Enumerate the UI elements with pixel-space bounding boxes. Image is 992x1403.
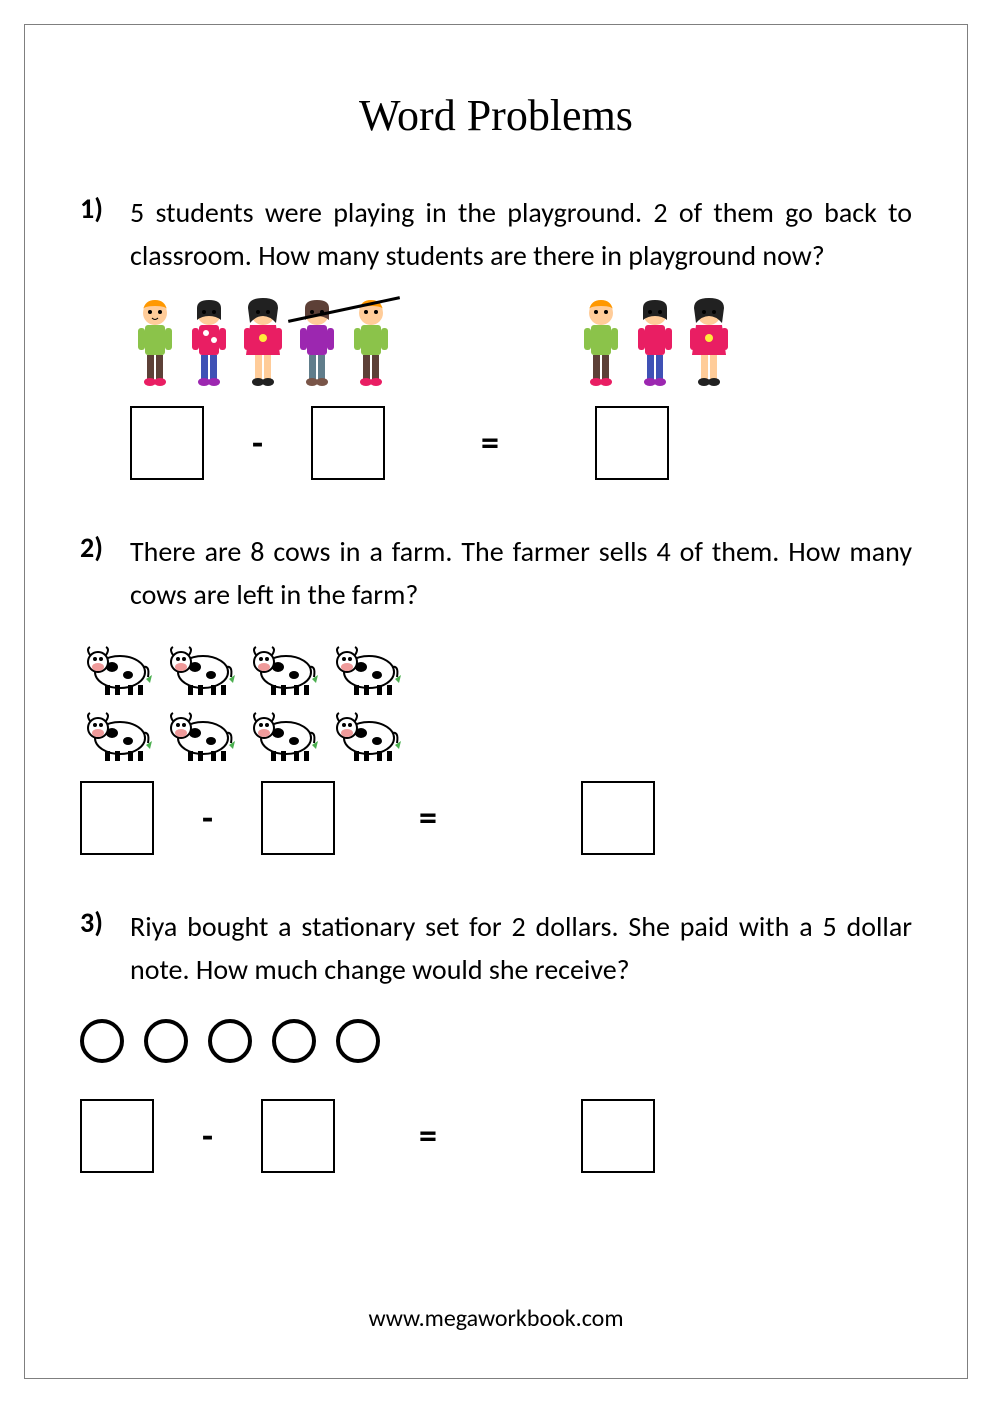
footer-url: www.megaworkbook.com	[0, 1304, 992, 1333]
student-icon	[184, 298, 234, 388]
student-icon	[346, 298, 396, 388]
student-icon	[238, 298, 288, 388]
crossed-students	[292, 298, 396, 388]
student-icon	[292, 298, 342, 388]
student-icon	[130, 298, 180, 388]
